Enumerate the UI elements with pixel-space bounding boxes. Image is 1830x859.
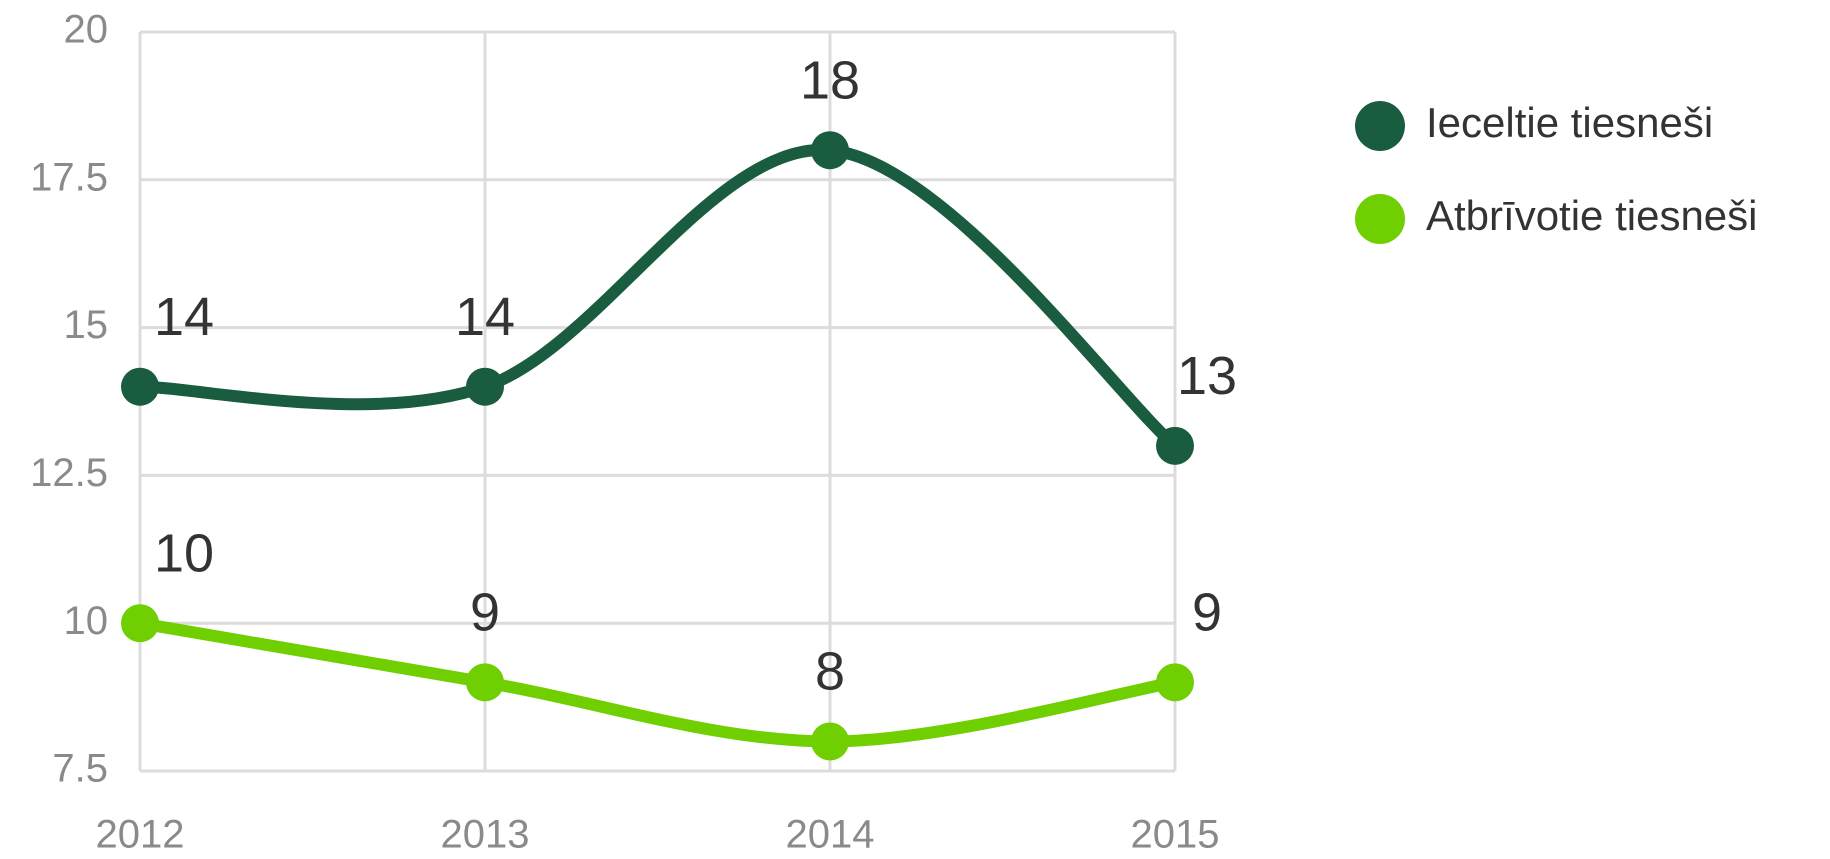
data-label: 14: [455, 287, 515, 347]
x-tick-label: 2013: [441, 813, 530, 857]
legend-label: Ieceltie tiesneši: [1426, 99, 1713, 146]
data-label: 13: [1177, 346, 1237, 406]
data-label: 14: [154, 287, 214, 347]
series-line: [134, 617, 1181, 748]
y-tick-label: 7.5: [52, 747, 108, 791]
data-label: 8: [815, 642, 845, 702]
data-point: [121, 367, 159, 406]
y-tick-label: 15: [64, 303, 109, 347]
x-tick-label: 2012: [96, 813, 185, 857]
data-point: [1156, 426, 1194, 465]
data-point: [811, 722, 849, 761]
y-tick-label: 12.5: [30, 451, 108, 495]
y-tick-label: 17.5: [30, 155, 108, 199]
legend-marker: [1355, 101, 1405, 151]
data-label: 10: [154, 523, 214, 583]
data-label: 9: [1192, 583, 1222, 643]
data-point: [466, 367, 504, 406]
legend-marker: [1355, 194, 1405, 244]
data-point: [1156, 663, 1194, 702]
y-tick-label: 20: [64, 8, 109, 52]
x-tick-label: 2014: [786, 813, 875, 857]
data-label: 18: [800, 51, 860, 111]
data-point: [811, 131, 849, 170]
data-label: 9: [470, 583, 500, 643]
legend-label: Atbrīvotie tiesneši: [1426, 192, 1758, 239]
y-tick-label: 10: [64, 599, 109, 643]
data-point: [121, 604, 159, 643]
series-line: [134, 144, 1181, 452]
x-tick-label: 2015: [1131, 813, 1220, 857]
data-point: [466, 663, 504, 702]
